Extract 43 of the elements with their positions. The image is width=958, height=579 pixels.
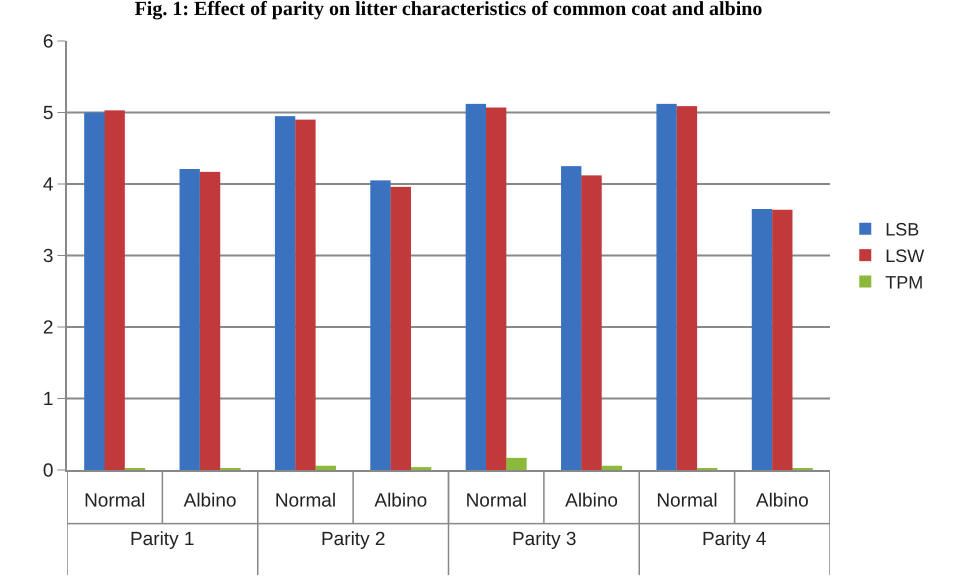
x-tick-label: Normal: [84, 490, 146, 512]
x-tick-label: Albino: [756, 490, 809, 512]
bar: [772, 210, 792, 470]
legend-label: LSB: [885, 220, 920, 240]
bar: [506, 458, 527, 470]
bar: [84, 112, 105, 470]
y-tick-label: 1: [42, 389, 54, 410]
x-tick-label: Normal: [466, 490, 527, 512]
text: Parity 1: [130, 529, 194, 550]
bar: [752, 209, 772, 470]
bar: [274, 116, 296, 470]
x-tick-label: Normal: [656, 490, 718, 512]
x-tick-label: Albino: [565, 490, 618, 512]
legend-label: LSW: [885, 246, 924, 266]
text: Parity 4: [702, 529, 767, 550]
bar: [316, 466, 336, 470]
bar: [602, 466, 622, 470]
bar: [561, 166, 582, 470]
x-tick-label: Albino: [184, 490, 236, 512]
y-tick-label: 3: [42, 246, 54, 268]
x-tick-label: Normal: [274, 490, 336, 512]
legend-label: TPM: [885, 272, 924, 293]
bar: [180, 168, 200, 470]
bar: [200, 172, 220, 470]
y-tick-label: 5: [42, 103, 54, 124]
y-tick-label: 4: [42, 174, 54, 196]
bar: [410, 467, 432, 470]
bar: [104, 110, 125, 470]
bar: [466, 104, 486, 470]
chart-title: Fig. 1: Effect of parity on litter characteristics of common coat and albino: [134, 0, 762, 20]
y-tick-label: 6: [42, 32, 54, 53]
bar: [370, 180, 391, 470]
x-tick-label: Albino: [374, 490, 428, 512]
bar: [676, 106, 698, 470]
bar: [390, 186, 411, 470]
text: Parity 3: [512, 529, 576, 550]
text: Parity 2: [321, 529, 386, 550]
y-tick-label: 2: [42, 318, 54, 339]
bar: [581, 175, 602, 470]
y-tick-label: 0: [42, 460, 54, 482]
bar: [295, 120, 316, 470]
bar: [656, 104, 677, 470]
bar: [486, 108, 506, 470]
